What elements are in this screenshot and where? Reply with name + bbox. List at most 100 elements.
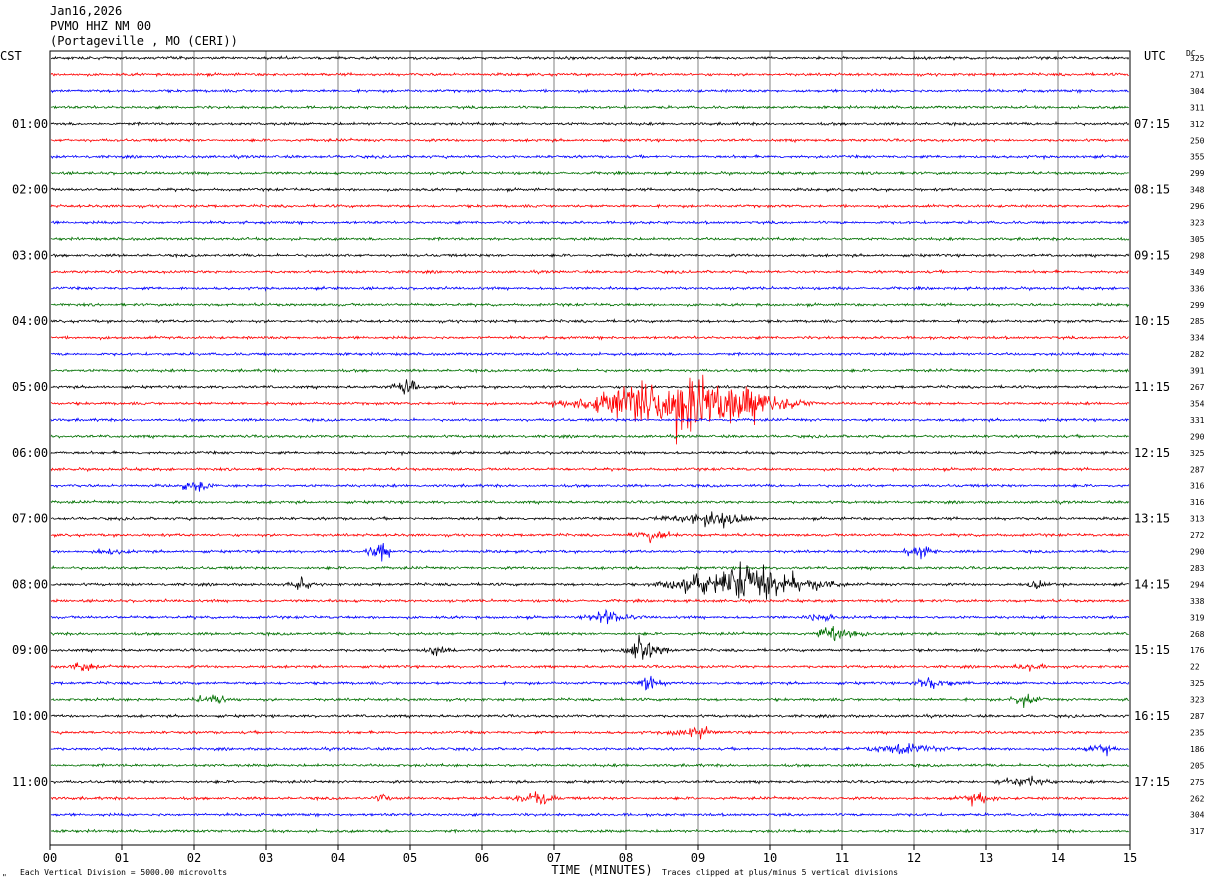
plot-date: Jan16,2026 [50,4,123,18]
dc-value: 391 [1190,367,1205,376]
trace-25 [50,449,1129,457]
dc-header-label: DC [1186,49,1196,58]
x-tick-label-12: 12 [907,851,921,865]
trace-1 [50,55,1130,61]
x-tick-label-00: 00 [43,851,57,865]
trace-36 [50,625,1129,642]
trace-13 [50,252,1130,259]
left-hour-label: 09:00 [12,643,48,657]
x-tick-label-01: 01 [115,851,129,865]
trace-3 [50,88,1129,94]
dc-value: 349 [1190,268,1205,277]
dc-labels: 325 271 304 311 312 250 355 299 348 296 323 305 298 3… [1190,54,1205,836]
x-tick-label-03: 03 [259,851,273,865]
trace-29 [50,511,1129,529]
trace-39 [50,675,1130,691]
dc-value: 304 [1190,87,1205,96]
trace-35 [50,608,1130,625]
x-tick-label-13: 13 [979,851,993,865]
trace-32 [50,565,1129,571]
right-hour-label: 07:15 [1134,117,1170,131]
dc-value: 235 [1190,728,1205,737]
dc-value: 304 [1190,811,1205,820]
dc-value: 290 [1190,432,1205,441]
trace-15 [50,285,1130,292]
station-location: (Portageville , MO (CERI)) [50,34,238,48]
x-tick-label-14: 14 [1051,851,1065,865]
left-hour-label: 08:00 [12,577,48,591]
dc-value: 299 [1190,301,1205,310]
dc-value: 268 [1190,630,1205,639]
left-hour-label: 06:00 [12,446,48,460]
trace-47 [50,811,1129,818]
trace-19 [50,351,1129,357]
plot-frame [49,50,1131,846]
dc-value: 312 [1190,120,1205,129]
x-tick-label-11: 11 [835,851,849,865]
right-hour-label: 13:15 [1134,512,1170,526]
dc-value: 325 [1190,54,1205,63]
dc-value: 334 [1190,334,1205,343]
scale-note: Each Vertical Division = 5000.00 microvo… [20,868,227,877]
dc-value: 186 [1190,745,1205,754]
trace-27 [50,481,1130,492]
left-hour-label: 05:00 [12,380,48,394]
trace-16 [50,301,1130,308]
station-code: PVMO HHZ NM 00 [50,19,152,33]
left-hour-label: 01:00 [12,117,48,131]
trace-10 [50,203,1130,210]
dc-value: 317 [1190,827,1205,836]
trace-9 [50,186,1129,193]
seismic-traces [50,55,1130,834]
trace-45 [50,775,1129,787]
left-hour-label: 11:00 [12,775,48,789]
dc-value: 296 [1190,202,1205,211]
trace-23 [50,416,1129,423]
trace-48 [50,828,1129,834]
dc-value: 336 [1190,284,1205,293]
x-tick-label-05: 05 [403,851,417,865]
dc-value: 285 [1190,317,1205,326]
trace-26 [50,466,1130,473]
trace-41 [50,713,1130,719]
dc-value: 338 [1190,597,1205,606]
trace-21 [50,379,1129,395]
trace-42 [50,726,1129,740]
trace-31 [50,543,1129,562]
trace-7 [50,153,1129,161]
right-hour-label: 09:15 [1134,248,1170,262]
right-hour-label: 12:15 [1134,446,1170,460]
trace-11 [50,219,1130,226]
dc-value: 287 [1190,465,1205,474]
dc-value: 316 [1190,482,1205,491]
trace-30 [50,530,1130,544]
x-tick-label-07: 07 [547,851,561,865]
dc-value: 323 [1190,696,1205,705]
x-tick-label-10: 10 [763,851,777,865]
left-hour-label: 07:00 [12,512,48,526]
minute-grid [121,51,1059,845]
dc-value: 313 [1190,515,1205,524]
trace-28 [50,499,1130,506]
dc-value: 348 [1190,186,1205,195]
trace-14 [50,268,1129,275]
trace-4 [50,104,1129,111]
dc-value: 325 [1190,449,1205,458]
corner-mark: " [2,873,7,882]
dc-value: 267 [1190,383,1205,392]
x-tick-label-02: 02 [187,851,201,865]
x-tick-label-04: 04 [331,851,345,865]
dc-value: 250 [1190,136,1205,145]
dc-value: 355 [1190,153,1205,162]
dc-value: 275 [1190,778,1205,787]
trace-43 [50,743,1129,757]
right-timezone-label: UTC [1144,49,1166,63]
dc-value: 283 [1190,564,1205,573]
trace-6 [50,137,1129,144]
x-tick-label-09: 09 [691,851,705,865]
left-hour-label: 10:00 [12,709,48,723]
dc-value: 262 [1190,794,1205,803]
trace-2 [50,71,1129,78]
dc-value: 294 [1190,580,1205,589]
